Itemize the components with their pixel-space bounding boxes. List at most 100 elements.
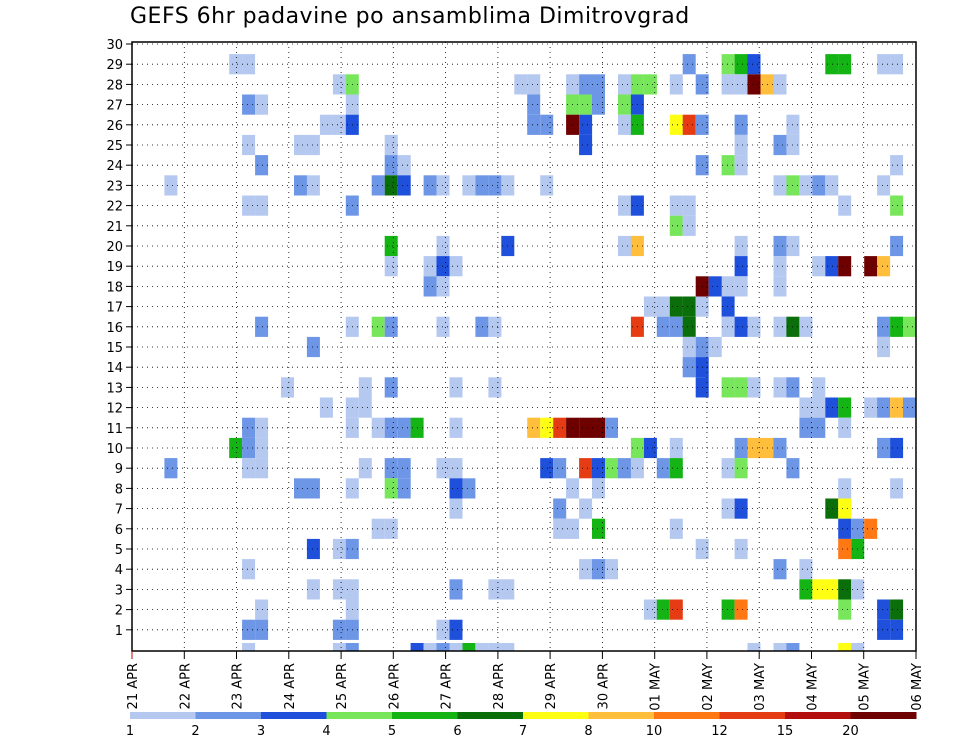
heatmap-cell — [721, 458, 735, 479]
heatmap-cell — [605, 559, 618, 580]
heatmap-cell — [618, 114, 631, 135]
heatmap-cell — [877, 256, 891, 277]
heatmap-cell — [449, 417, 463, 438]
heatmap-cell — [579, 417, 593, 438]
heatmap-cell — [540, 458, 554, 479]
x-tick-label: 22 APR — [178, 663, 193, 709]
x-tick-label: 05 MAY — [858, 663, 873, 711]
heatmap-cell — [255, 599, 269, 620]
heatmap-cell — [682, 316, 696, 337]
heatmap-cell — [255, 458, 269, 479]
heatmap-cell — [734, 458, 748, 479]
y-tick-label: 27 — [106, 99, 123, 114]
heatmap-cell — [332, 538, 346, 560]
y-tick-label: 10 — [106, 442, 123, 457]
heatmap-cell — [890, 478, 904, 499]
y-tick-label: 20 — [106, 240, 123, 255]
heatmap-cell — [579, 458, 593, 479]
legend-swatch — [392, 712, 458, 719]
heatmap-cell — [592, 417, 605, 438]
x-tick-label: 21 APR — [126, 663, 141, 709]
heatmap-cell — [747, 377, 761, 398]
heatmap-cell — [242, 559, 256, 580]
heatmap-cell — [890, 235, 904, 257]
legend-swatch — [785, 712, 851, 719]
heatmap-cell — [306, 478, 320, 499]
y-tick-label: 7 — [115, 503, 123, 518]
heatmap-cell — [838, 518, 852, 539]
y-tick-label: 22 — [106, 200, 123, 215]
heatmap-cell — [449, 579, 463, 600]
heatmap-cell — [592, 74, 605, 95]
x-tick-label: 23 APR — [231, 663, 246, 709]
heatmap-cell — [838, 195, 852, 216]
heatmap-cell — [255, 437, 269, 459]
heatmap-cell — [488, 579, 502, 600]
heatmap-cell — [358, 377, 372, 398]
x-tick-label: 29 APR — [544, 663, 559, 709]
heatmap-cell — [242, 643, 256, 651]
heatmap-cell — [371, 316, 385, 337]
heatmap-cell — [721, 155, 735, 176]
x-tick-label: 03 MAY — [753, 663, 768, 711]
y-tick-label: 18 — [106, 280, 123, 295]
heatmap-cell — [682, 336, 696, 358]
heatmap-cell — [708, 276, 722, 297]
heatmap-cell — [825, 498, 839, 519]
heatmap-cell — [812, 417, 826, 438]
y-axis: 1234567891011121314151617181920212223242… — [106, 38, 132, 639]
y-tick-label: 11 — [106, 422, 123, 437]
heatmap-cell — [734, 599, 748, 620]
heatmap-cell — [812, 377, 826, 398]
heatmap-cell — [332, 114, 346, 135]
heatmap-cell — [410, 643, 424, 651]
heatmap-cell — [890, 54, 904, 75]
y-tick-label: 8 — [115, 482, 123, 497]
x-axis: 21 APR 22 APR 23 APR 24 APR 25 APR 26 APR 27 A… — [126, 651, 925, 711]
heatmap-cell — [838, 643, 852, 651]
y-tick-label: 2 — [115, 604, 123, 619]
legend-label: 20 — [842, 724, 859, 739]
heatmap-cell — [773, 437, 787, 459]
heatmap-cell — [734, 74, 748, 95]
heatmap-cell — [294, 175, 307, 196]
heatmap-cell — [397, 417, 411, 438]
heatmap-cell — [708, 336, 722, 358]
heatmap-cell — [799, 316, 813, 337]
heatmap-cell — [527, 94, 541, 115]
heatmap-cell — [255, 316, 269, 337]
heatmap-cell — [799, 397, 813, 418]
heatmap-cell — [462, 643, 476, 651]
heatmap-cell — [540, 114, 554, 135]
grid-lines — [131, 42, 917, 651]
heatmap-cell — [721, 599, 735, 620]
heatmap-cell — [721, 74, 735, 95]
heatmap-cell — [306, 538, 320, 560]
heatmap-cell — [618, 195, 631, 216]
heatmap-cell — [384, 377, 398, 398]
heatmap-cell — [838, 498, 852, 519]
heatmap-cell — [669, 74, 683, 95]
heatmap-cell — [540, 175, 554, 196]
heatmap-cell — [877, 336, 891, 358]
heatmap-cell — [255, 619, 269, 640]
legend-swatch — [130, 712, 196, 719]
heatmap-cell — [306, 175, 320, 196]
legend-swatch — [654, 712, 720, 719]
heatmap-cell — [384, 417, 398, 438]
heatmap-cell — [397, 478, 411, 499]
heatmap-cell — [488, 316, 502, 337]
heatmap-cell — [838, 54, 852, 75]
y-tick-label: 25 — [106, 139, 123, 154]
heatmap-cell — [682, 215, 696, 236]
heatmap-cell — [371, 175, 385, 196]
heatmap-cell — [721, 316, 735, 337]
heatmap-cell — [501, 643, 515, 651]
heatmap-cell — [423, 256, 437, 277]
heatmap-cell — [553, 417, 567, 438]
heatmap-cell — [345, 643, 359, 651]
heatmap-cell — [553, 518, 567, 539]
heatmap-cell — [734, 114, 748, 135]
y-tick-label: 6 — [115, 523, 123, 538]
heatmap-cell — [618, 458, 631, 479]
